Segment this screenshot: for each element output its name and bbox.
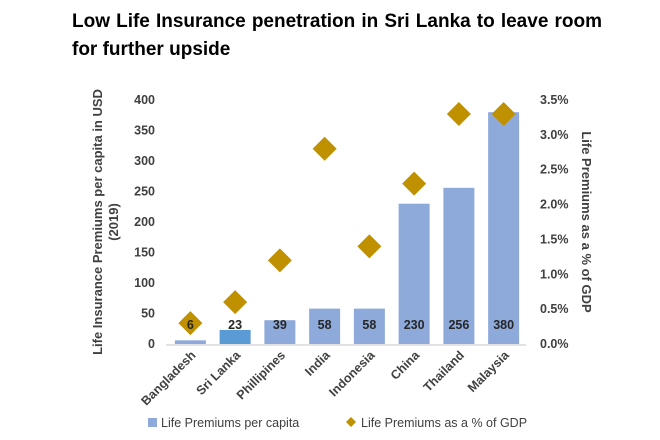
x-tick-label: India (302, 347, 333, 378)
diamond-marker (357, 234, 382, 259)
legend-bar-swatch (148, 418, 157, 427)
y2-tick-label: 3.0% (540, 128, 569, 142)
y2-tick-label: 0.0% (540, 337, 569, 351)
data-label: 58 (318, 318, 332, 332)
bar (219, 329, 251, 344)
data-label: 6 (187, 318, 194, 332)
y2-tick-label: 3.5% (540, 93, 569, 107)
y-tick-label: 400 (134, 93, 155, 107)
diamond-marker (446, 101, 471, 126)
legend-label: Life Premiums as a % of GDP (361, 416, 527, 430)
y-tick-label: 250 (134, 185, 155, 199)
bar (309, 308, 341, 344)
diamond-marker (312, 136, 337, 161)
y-axis-title-line2: (2019) (106, 203, 121, 241)
data-label: 230 (404, 318, 425, 332)
x-tick-label: Indonesia (326, 347, 378, 399)
x-tick-label: China (388, 347, 423, 382)
legend-diamond-swatch (346, 417, 356, 427)
y-tick-label: 50 (141, 307, 155, 321)
diamond-marker (178, 311, 203, 336)
bar (264, 320, 296, 344)
diamond-marker (402, 171, 427, 196)
diamond-marker (223, 290, 248, 315)
y2-axis-title: Life Premiums as a % of GDP (579, 131, 594, 313)
y-tick-label: 350 (134, 124, 155, 138)
x-tick-label: Malaysia (465, 347, 512, 394)
legend-label: Life Premiums per capita (161, 416, 299, 430)
y2-tick-label: 2.5% (540, 163, 569, 177)
bar (443, 187, 475, 344)
y-tick-label: 100 (134, 276, 155, 290)
y-tick-label: 0 (148, 337, 155, 351)
diamond-marker (491, 101, 516, 126)
bar (353, 308, 385, 344)
bar (488, 112, 520, 344)
data-label: 256 (448, 318, 469, 332)
y-tick-label: 200 (134, 215, 155, 229)
x-tick-label: Thailand (421, 348, 467, 394)
y2-tick-label: 1.5% (540, 232, 569, 246)
diamond-marker (267, 248, 292, 273)
y2-tick-label: 0.5% (540, 302, 569, 316)
chart-title: Low Life Insurance penetration in Sri La… (72, 11, 602, 60)
data-label: 39 (273, 318, 287, 332)
y2-tick-label: 2.0% (540, 198, 569, 212)
x-tick-label: Phillipines (234, 348, 288, 402)
y2-tick-label: 1.0% (540, 267, 569, 281)
y-tick-label: 150 (134, 246, 155, 260)
y-tick-label: 300 (134, 154, 155, 168)
data-label: 23 (228, 318, 242, 332)
data-label: 380 (493, 318, 514, 332)
bar (398, 203, 430, 344)
y-axis-title: Life Insurance Premiums per capita in US… (90, 89, 105, 355)
bar (174, 340, 206, 344)
data-label: 58 (362, 318, 376, 332)
x-tick-label: Bangladesh (138, 348, 198, 408)
